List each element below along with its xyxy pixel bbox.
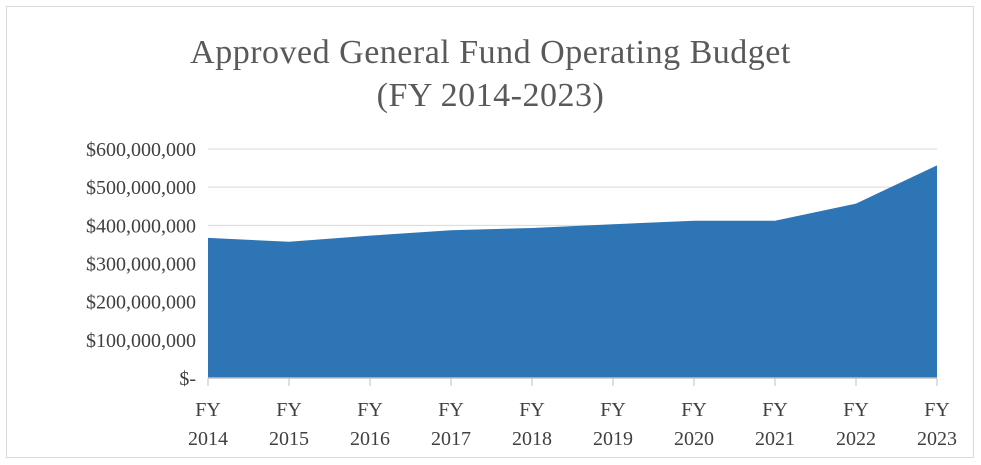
x-tick-label: FY	[519, 399, 545, 421]
x-tick-label: FY	[195, 399, 221, 421]
x-tick-label: 2023	[917, 428, 957, 450]
y-tick-label: $100,000,000	[86, 330, 196, 352]
x-tick-label: 2021	[755, 428, 795, 450]
x-tick-label: 2014	[188, 428, 228, 450]
x-tick-label: FY	[357, 399, 383, 421]
series-area	[208, 165, 937, 378]
x-tick-label: FY	[924, 399, 950, 421]
x-tick-label: 2016	[350, 428, 390, 450]
x-tick-label: FY	[276, 399, 302, 421]
x-tick-label: FY	[600, 399, 626, 421]
y-tick-label: $500,000,000	[86, 177, 196, 199]
y-tick-label: $-	[179, 368, 196, 390]
x-tick-label: 2017	[431, 428, 471, 450]
x-tick-label: 2019	[593, 428, 633, 450]
x-tick-label: FY	[762, 399, 788, 421]
x-tick-label: FY	[438, 399, 464, 421]
x-tick-label: FY	[843, 399, 869, 421]
x-tick-label: 2020	[674, 428, 714, 450]
x-tick-label: 2022	[836, 428, 876, 450]
y-tick-label: $300,000,000	[86, 254, 196, 276]
chart-subtitle: (FY 2014-2023)	[376, 77, 605, 114]
x-tick-label: 2018	[512, 428, 552, 450]
x-tick-label: FY	[681, 399, 707, 421]
y-tick-label: $600,000,000	[86, 139, 196, 161]
chart-title: Approved General Fund Operating Budget	[190, 34, 791, 71]
y-tick-label: $400,000,000	[86, 215, 196, 237]
y-tick-label: $200,000,000	[86, 292, 196, 314]
x-tick-label: 2015	[269, 428, 309, 450]
